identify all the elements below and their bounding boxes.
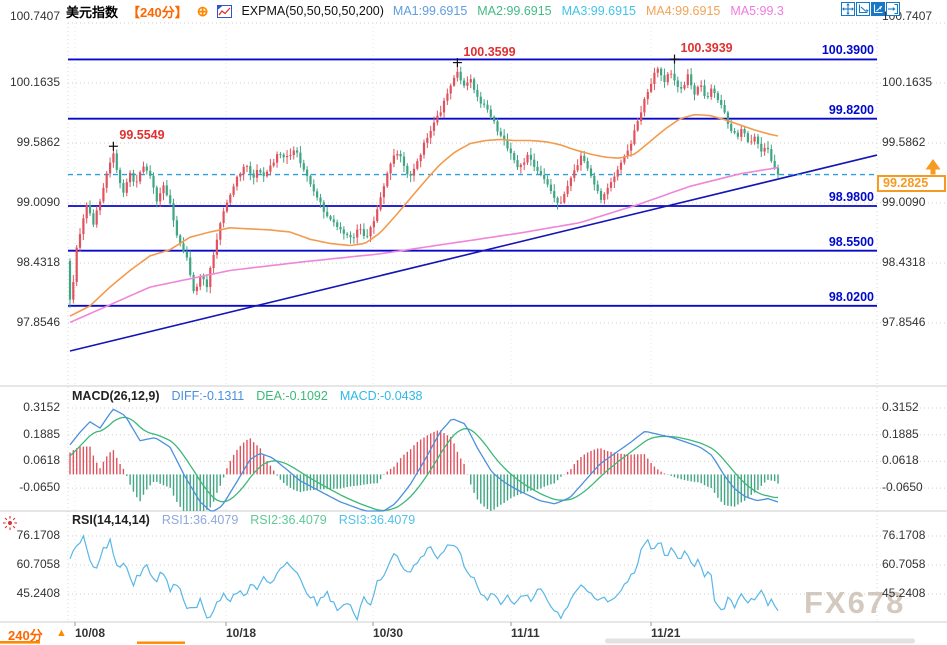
rsi-axis-left-label: 76.1708 <box>16 528 60 542</box>
indicator-params: EXPMA(50,50,50,50,200) <box>241 4 384 18</box>
level-line-label: 98.0200 <box>828 289 874 304</box>
macd-axis-left-label: 0.1885 <box>23 426 60 441</box>
rsi3-value: RSI3:36.4079 <box>338 513 416 527</box>
zoom-select-icon[interactable] <box>871 2 885 16</box>
price-axis-right-label: 99.0090 <box>882 195 926 209</box>
peak-price-label: 100.3599 <box>463 44 516 59</box>
price-axis-right-label: 100.1635 <box>882 75 933 89</box>
price-axis-left-label: 99.5862 <box>16 135 60 149</box>
date-axis-label: 10/08 <box>75 626 106 640</box>
pan-icon[interactable] <box>841 2 855 16</box>
ma1-value: MA1:99.6915 <box>392 4 468 18</box>
price-axis-left-label: 100.7407 <box>9 9 60 23</box>
ma2-value: MA2:99.6915 <box>477 4 552 18</box>
indicator-settings-icon[interactable] <box>2 515 18 536</box>
ma5-value: MA5:99.3 <box>730 4 784 18</box>
date-axis-label: 11/11 <box>511 626 540 640</box>
footer-period-arrow-icon[interactable]: ▲ <box>56 627 67 639</box>
chart-header: 美元指数 【240分】 ⊕ EXPMA(50,50,50,50,200) MA1… <box>66 2 784 20</box>
macd-header: MACD(26,12,9) DIFF:-0.1311 DEA:-0.1092 M… <box>72 389 423 403</box>
date-axis-label: 10/30 <box>373 626 404 640</box>
rsi-header: RSI(14,14,14) RSI1:36.4079 RSI2:36.4079 … <box>72 513 415 527</box>
macd-axis-right-label: -0.0650 <box>882 480 923 495</box>
rsi-axis-right-label: 60.7058 <box>882 557 926 571</box>
add-indicator-icon[interactable]: ⊕ <box>196 2 209 19</box>
price-axis-right-label: 99.5862 <box>882 135 926 149</box>
level-line-label: 100.3900 <box>821 43 874 58</box>
price-axis-left-label: 100.1635 <box>9 75 60 89</box>
symbol-title: 美元指数 <box>66 4 119 20</box>
footer-period-button[interactable]: 240分 <box>8 628 43 643</box>
level-line-label: 99.8200 <box>828 102 874 117</box>
price-axis-right-label: 97.8546 <box>882 315 926 329</box>
current-price-box: 99.2825 <box>877 175 946 192</box>
ma-legend: MA1:99.6915 MA2:99.6915 MA3:99.6915 MA4:99.… <box>393 4 784 18</box>
macd-dea-value: DEA:-0.1092 <box>256 389 328 403</box>
rsi1-value: RSI1:36.4079 <box>161 513 239 527</box>
rsi-axis-right-label: 76.1708 <box>882 528 926 542</box>
price-axis-left-label: 99.0090 <box>16 195 60 209</box>
macd-axis-right-label: 0.1885 <box>882 426 919 441</box>
date-axis-label: 11/21 <box>651 626 681 640</box>
macd-axis-right-label: 0.0618 <box>882 453 919 468</box>
level-line-label: 98.5500 <box>828 234 874 249</box>
macd-title: MACD(26,12,9) <box>72 389 160 403</box>
rsi-axis-left-label: 60.7058 <box>16 557 60 571</box>
rsi-axis-right-label: 45.2408 <box>882 586 926 600</box>
macd-axis-left-label: 0.0618 <box>23 453 60 468</box>
rsi2-value: RSI2:36.4079 <box>250 513 327 527</box>
ma4-value: MA4:99.6915 <box>645 4 721 18</box>
macd-axis-right-label: 0.3152 <box>882 400 919 414</box>
macd-axis-left-label: -0.0650 <box>19 480 60 495</box>
macd-diff-value: DIFF:-0.1311 <box>171 389 245 403</box>
peak-price-label: 99.5549 <box>119 128 165 143</box>
date-axis-label: 10/18 <box>226 626 257 640</box>
price-axis-right-label: 98.4318 <box>882 255 926 269</box>
macd-hist-value: MACD:-0.0438 <box>339 389 423 403</box>
period-label[interactable]: 【240分】 <box>127 4 188 20</box>
watermark: FX678 <box>804 585 906 620</box>
current-price-value: 99.2825 <box>883 176 929 190</box>
peak-price-label: 100.3939 <box>680 41 733 56</box>
macd-axis-left-label: 0.3152 <box>23 400 60 414</box>
price-axis-left-label: 97.8546 <box>16 315 60 329</box>
chart-type-icon[interactable] <box>217 4 233 18</box>
level-line-label: 98.9800 <box>828 190 874 204</box>
exit-icon[interactable] <box>886 2 900 16</box>
rsi-title: RSI(14,14,14) <box>72 513 150 527</box>
ma3-value: MA3:99.6915 <box>561 4 636 18</box>
scrollbar-thumb[interactable] <box>605 638 915 644</box>
chart-toolbar <box>841 2 900 16</box>
price-axis-left-label: 98.4318 <box>16 255 60 269</box>
zoom-axis-icon[interactable] <box>856 2 870 16</box>
rsi-axis-left-label: 45.2408 <box>16 586 60 600</box>
